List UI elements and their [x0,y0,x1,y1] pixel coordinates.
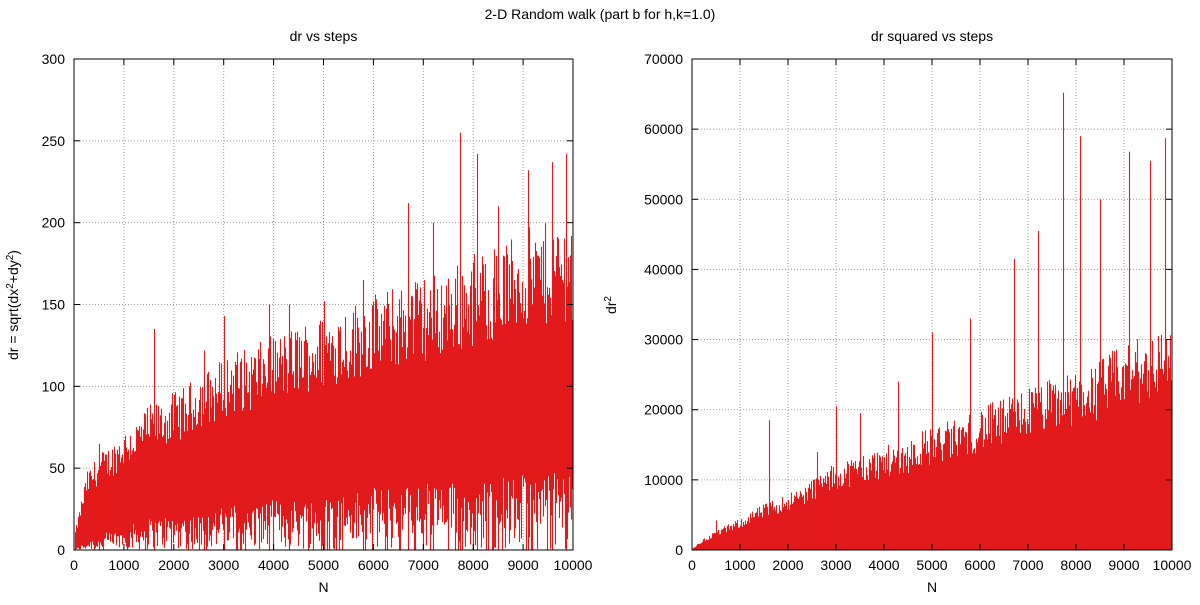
y-tick-label: 100 [42,378,66,394]
x-axis-label: N [318,579,328,595]
y-tick-label: 300 [42,51,66,67]
figure-suptitle: 2-D Random walk (part b for h,k=1.0) [485,6,716,22]
x-tick-label: 0 [70,557,78,573]
x-tick-label: 3000 [820,557,851,573]
x-tick-label: 5000 [916,557,947,573]
y-axis-label: dr2 [603,296,620,314]
x-tick-label: 2000 [158,557,189,573]
chart-title: dr squared vs steps [871,28,993,44]
y-label-text: dr [603,301,619,314]
x-tick-label: 7000 [408,557,439,573]
y-tick-label: 60000 [644,121,683,137]
y-label-superscript: 2 [603,296,614,302]
y-tick-label: 10000 [644,472,683,488]
x-tick-label: 9000 [1108,557,1139,573]
x-tick-label: 5000 [308,557,339,573]
y-tick-label: 30000 [644,332,683,348]
y-label-text: +dy [5,260,21,283]
chart-panel: dr squared vs steps 0 1000 2000 3000 4000 5000… [603,28,1192,595]
x-tick-label: 6000 [964,557,995,573]
y-tick-label: 70000 [644,51,683,67]
y-label-text: ) [5,250,21,255]
y-axis-label: dr = sqrt(dx2+dy2) [5,250,22,360]
x-tick-label: 9000 [508,557,539,573]
x-tick-label: 6000 [358,557,389,573]
y-tick-label: 250 [42,133,66,149]
x-tick-label: 2000 [772,557,803,573]
y-label-superscript: 2 [5,254,16,260]
x-tick-label: 7000 [1012,557,1043,573]
x-tick-label: 10000 [554,557,593,573]
x-tick-label: 3000 [208,557,239,573]
y-tick-label: 50000 [644,191,683,207]
data-series [74,132,574,550]
x-tick-label: 8000 [458,557,489,573]
x-tick-label: 4000 [868,557,899,573]
y-tick-label: 0 [675,542,683,558]
y-tick-label: 20000 [644,402,683,418]
y-tick-label: 150 [42,297,66,313]
chart-title: dr vs steps [290,28,358,44]
y-tick-label: 200 [42,215,66,231]
x-axis-label: N [927,579,937,595]
y-tick-label: 0 [57,542,65,558]
y-label-text: dr = sqrt(dx [5,289,21,360]
x-tick-label: 1000 [724,557,755,573]
x-tick-label: 1000 [108,557,139,573]
x-tick-label: 10000 [1153,557,1192,573]
data-series [692,92,1173,550]
x-tick-label: 0 [688,557,696,573]
y-label-superscript: 2 [5,283,16,289]
x-tick-label: 8000 [1060,557,1091,573]
y-tick-label: 50 [49,460,65,476]
y-tick-label: 40000 [644,261,683,277]
x-tick-label: 4000 [258,557,289,573]
